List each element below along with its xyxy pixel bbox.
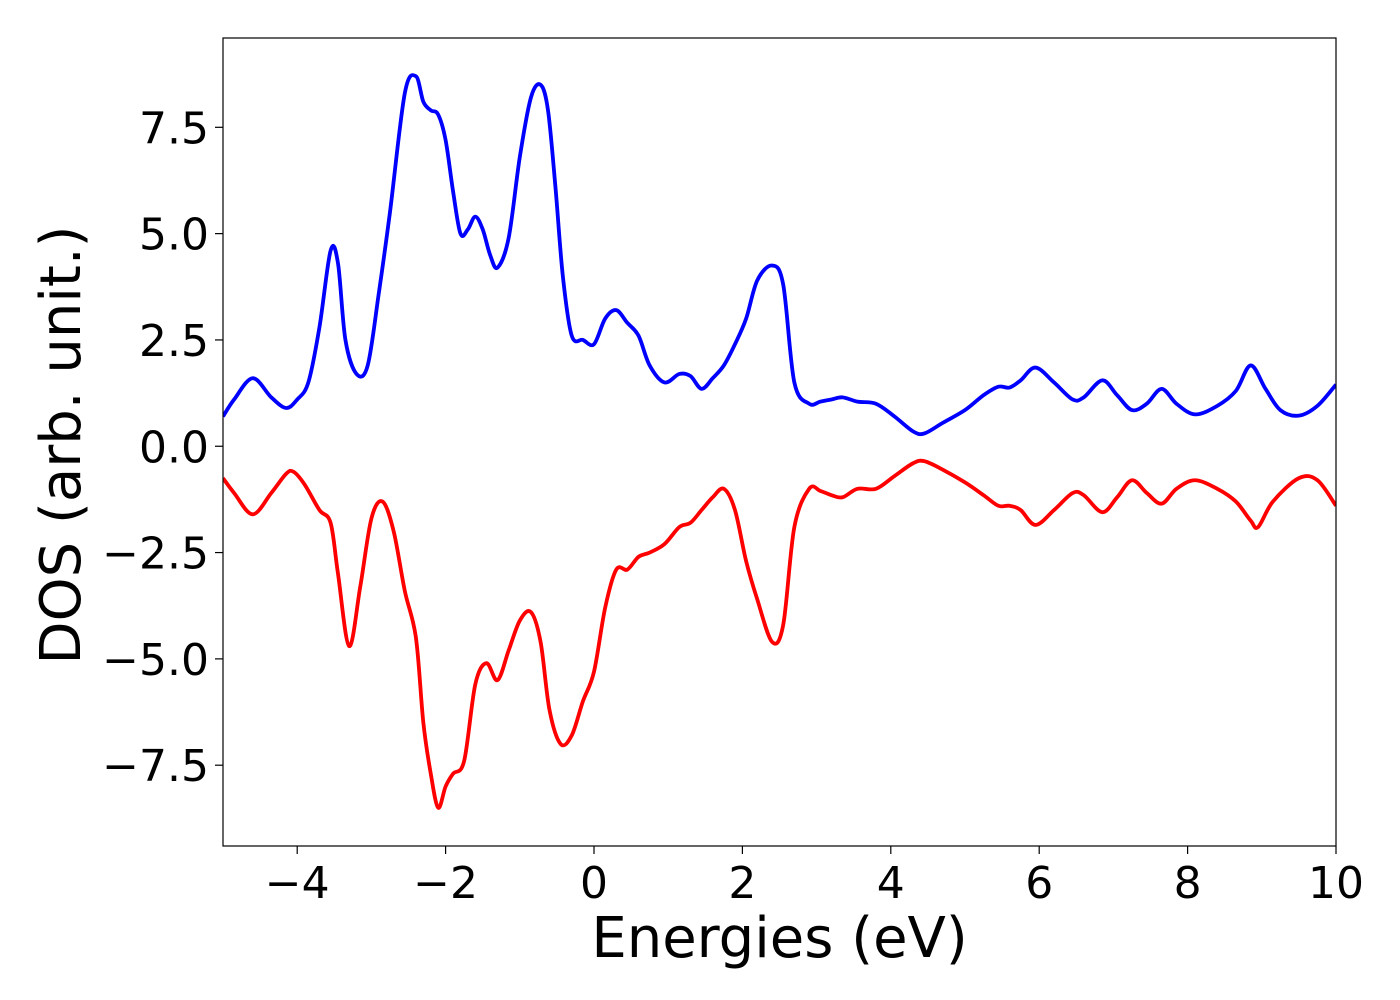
series-line-spin-down xyxy=(223,458,1336,810)
y-axis-ticks: −7.5 −5.0 −2.5 0.0 2.5 5.0 7.5 xyxy=(102,103,223,792)
plot-series xyxy=(223,73,1336,810)
y-tick-label: 5.0 xyxy=(139,210,209,261)
y-tick-label: −7.5 xyxy=(102,741,209,792)
y-tick-label: 7.5 xyxy=(139,103,209,154)
y-tick-label: 0.0 xyxy=(139,422,209,473)
y-axis-label: DOS (arb. unit.) xyxy=(29,225,94,664)
y-tick-label: −2.5 xyxy=(102,529,209,580)
x-axis-ticks: −4 −2 0 2 4 6 8 10 xyxy=(265,846,1364,909)
plot-frame xyxy=(222,37,1337,847)
y-tick-label: 2.5 xyxy=(139,316,209,367)
series-line-spin-up xyxy=(223,73,1336,437)
x-tick-label: −4 xyxy=(265,858,330,909)
x-tick-label: 6 xyxy=(1025,858,1053,909)
x-tick-label: −2 xyxy=(413,858,478,909)
x-tick-label: 2 xyxy=(728,858,756,909)
x-tick-label: 4 xyxy=(877,858,905,909)
x-axis-label: Energies (eV) xyxy=(591,906,967,971)
y-tick-label: −5.0 xyxy=(102,635,209,686)
x-tick-label: 10 xyxy=(1308,858,1364,909)
x-tick-label: 8 xyxy=(1174,858,1202,909)
x-tick-label: 0 xyxy=(580,858,608,909)
